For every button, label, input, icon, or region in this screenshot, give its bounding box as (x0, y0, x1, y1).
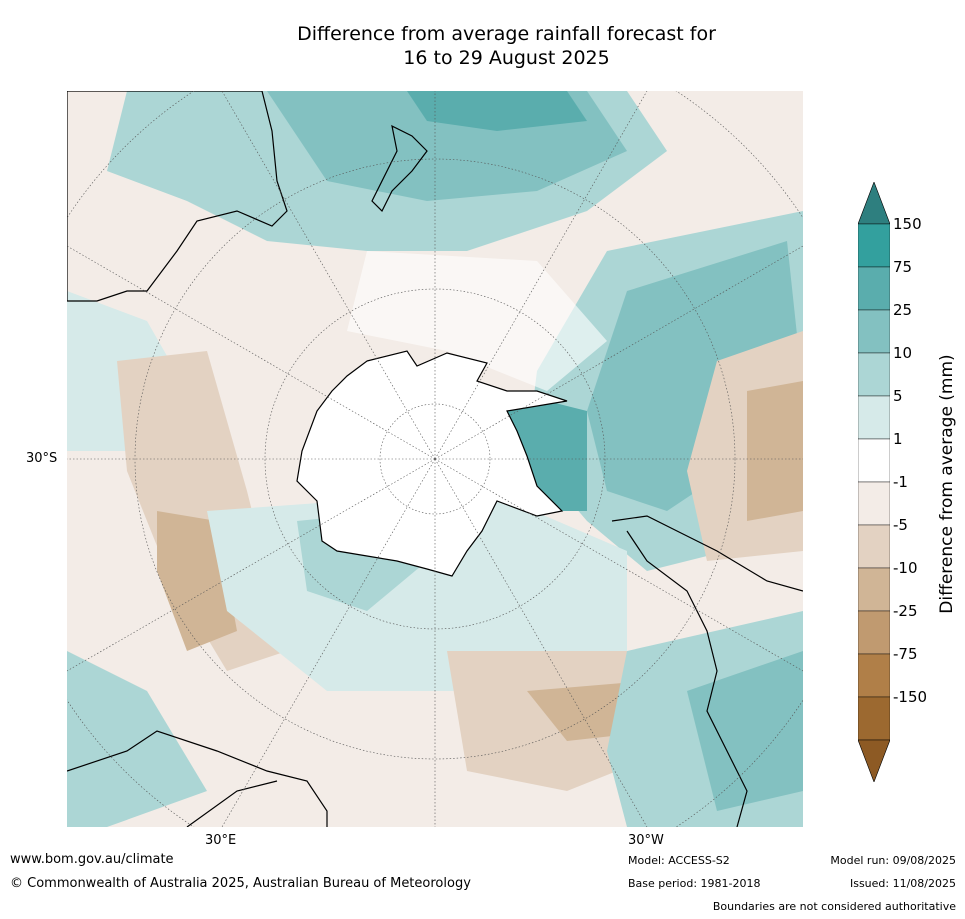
colorbar-tick-label: 10 (893, 344, 913, 362)
colorbar-top-arrow (858, 182, 890, 225)
website-link[interactable]: www.bom.gov.au/climate (10, 852, 174, 867)
rainfall-anomaly-map (67, 91, 803, 827)
graticule (67, 91, 803, 827)
colorbar-tick-label: -75 (893, 645, 918, 663)
colorbar-tick-label: 5 (893, 387, 903, 405)
colorbar (858, 182, 890, 782)
colorbar-band (858, 438, 890, 483)
model-run-text: Model run: 09/08/2025 (830, 854, 956, 867)
colorbar-tick-label: 150 (893, 215, 922, 233)
colorbar-tick-label: 25 (893, 301, 913, 319)
colorbar-bands (858, 223, 890, 741)
colorbar-band (858, 266, 890, 311)
antarctica-outline (296, 350, 568, 577)
title-line-2: 16 to 29 August 2025 (403, 47, 610, 69)
colorbar-tick-label: -1 (893, 473, 908, 491)
colorbar-tick-label: -5 (893, 516, 908, 534)
south-america-outline (611, 515, 803, 827)
colorbar-band (858, 481, 890, 526)
colorbar-band (858, 567, 890, 612)
colorbar-band (858, 223, 890, 268)
colorbar-tick-label: 1 (893, 430, 903, 448)
colorbar-tick-label: 75 (893, 258, 913, 276)
longitude-label-30e: 30°E (205, 833, 237, 848)
issued-text: Issued: 11/08/2025 (849, 877, 956, 890)
disclaimer-text: Boundaries are not considered authoritat… (712, 900, 956, 913)
latitude-label-30s: 30°S (26, 451, 58, 466)
colorbar-bottom-arrow (858, 739, 890, 782)
colorbar-band (858, 696, 890, 741)
colorbar-tick-label: -10 (893, 559, 918, 577)
title-line-1: Difference from average rainfall forecas… (297, 23, 716, 45)
colorbar-band (858, 653, 890, 698)
copyright-text: © Commonwealth of Australia 2025, Austra… (10, 876, 471, 891)
colorbar-band (858, 352, 890, 397)
colorbar-band (858, 610, 890, 655)
longitude-label-30w: 30°W (628, 833, 664, 848)
colorbar-tick-label: -150 (893, 688, 928, 706)
colorbar-band (858, 395, 890, 440)
model-text: Model: ACCESS-S2 (628, 854, 730, 867)
africa-outline (67, 730, 328, 827)
base-period-text: Base period: 1981-2018 (628, 877, 761, 890)
colorbar-band (858, 309, 890, 354)
colorbar-label: Difference from average (mm) (937, 354, 957, 614)
map-title: Difference from average rainfall forecas… (0, 22, 965, 70)
colorbar-tick-label: -25 (893, 602, 918, 620)
colorbar-band (858, 524, 890, 569)
australia-outline (67, 91, 288, 302)
new-zealand-outline (371, 124, 428, 213)
